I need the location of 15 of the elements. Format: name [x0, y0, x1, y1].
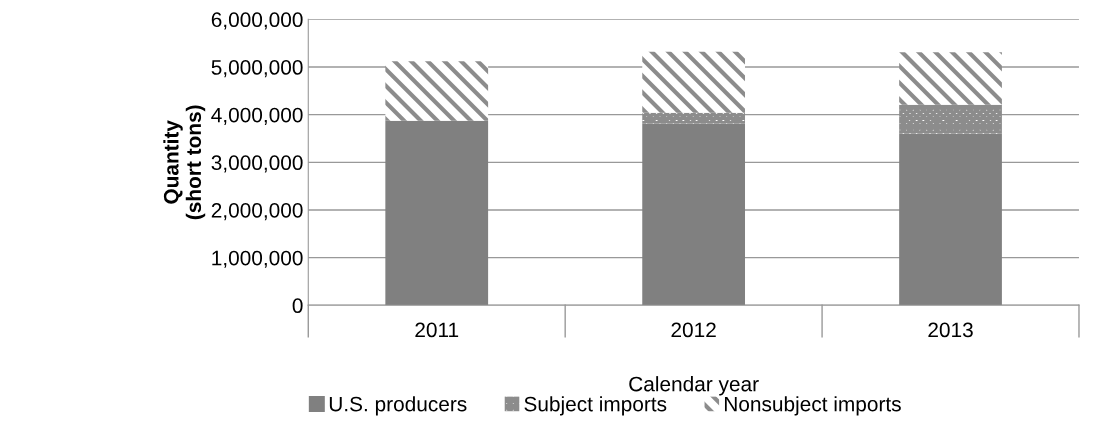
x-tick-label: 2011	[415, 322, 459, 338]
y-tick-label: 6,000,000	[211, 12, 303, 30]
x-tick-label: 2012	[671, 322, 716, 338]
y-tick-label: 0	[292, 298, 303, 314]
y-tick-label: 5,000,000	[211, 60, 303, 78]
x-axis-title: Calendar year	[629, 376, 759, 396]
legend-label: Subject imports	[524, 396, 667, 416]
y-tick-label: 4,000,000	[211, 107, 303, 125]
legend-label: Nonsubject imports	[724, 396, 901, 416]
y-tick-label: 1,000,000	[212, 250, 303, 268]
y-tick-label: 2,000,000	[211, 202, 303, 221]
x-tick-label: 2013	[928, 322, 973, 338]
y-axis-title: Quantity (short tons)	[163, 105, 206, 220]
y-tick-label: 3,000,000	[211, 155, 303, 173]
legend-label: U.S. producers	[329, 396, 467, 416]
